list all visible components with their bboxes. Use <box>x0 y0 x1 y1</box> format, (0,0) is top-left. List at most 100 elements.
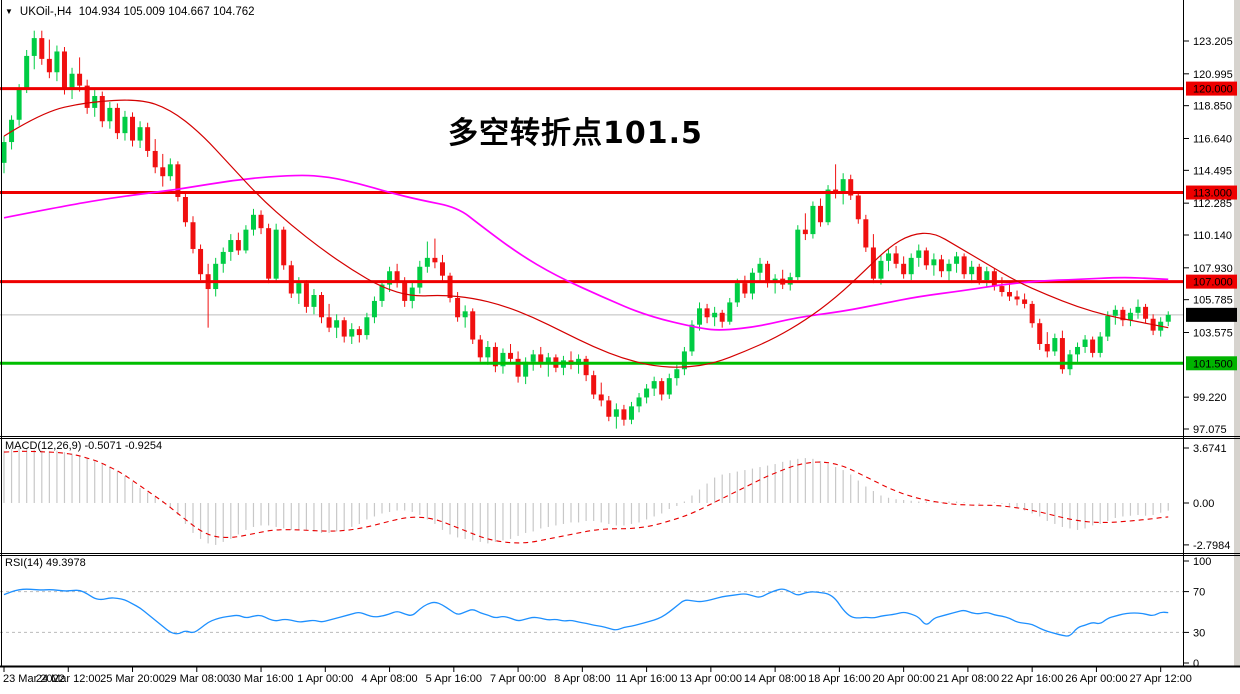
symbol-timeframe-label: UKOil-,H4 <box>19 6 72 18</box>
bull-candle <box>681 351 687 370</box>
bear-candle <box>281 229 287 266</box>
bull-candle <box>666 378 672 395</box>
bear-candle <box>130 116 136 141</box>
time-tick-label: 26 Apr 00:00 <box>1065 673 1127 685</box>
time-tick-label: 30 Mar 16:00 <box>229 673 294 685</box>
bear-candle <box>447 275 453 298</box>
price-badge-label: 101.500 <box>1193 358 1233 370</box>
chevron-down-icon[interactable]: ▼ <box>5 7 13 16</box>
bear-candle <box>1143 306 1149 319</box>
bull-candle <box>500 352 506 367</box>
bear-candle <box>598 394 604 401</box>
rsi-tick-label: 0 <box>1193 658 1199 670</box>
bull-candle <box>886 253 892 261</box>
price-badge-label: 107.000 <box>1193 277 1233 289</box>
bear-candle <box>477 339 483 358</box>
bull-candle <box>697 308 703 325</box>
bull-candle <box>122 116 128 134</box>
bull-candle <box>409 287 415 301</box>
bear-candle <box>863 219 869 248</box>
time-tick-label: 29 Mar 08:00 <box>164 673 229 685</box>
bull-candle <box>825 189 831 223</box>
price-tick-label: 110.140 <box>1193 230 1232 242</box>
time-tick-label: 18 Apr 16:00 <box>808 673 870 685</box>
bear-candle <box>432 257 438 263</box>
bear-candle <box>938 259 944 272</box>
bear-candle <box>1059 338 1065 370</box>
price-tick-label: 99.220 <box>1193 392 1227 404</box>
price-tick-label: 103.575 <box>1193 327 1233 339</box>
price-badge-107.000 <box>1186 274 1237 289</box>
bear-candle <box>719 312 725 322</box>
bull-candle <box>311 294 317 307</box>
time-tick-label: 20 Apr 00:00 <box>872 673 934 685</box>
bull-candle <box>628 406 634 420</box>
price-tick-label: 105.785 <box>1193 295 1233 307</box>
bull-candle <box>379 284 385 301</box>
bull-candle <box>1127 312 1133 321</box>
bull-candle <box>651 381 657 389</box>
bear-candle <box>394 271 400 282</box>
bull-candle <box>1082 339 1088 347</box>
bear-candle <box>508 352 514 359</box>
price-tick-label: 107.930 <box>1193 263 1233 275</box>
price-tick-label: 114.495 <box>1193 165 1232 177</box>
bull-candle <box>984 271 990 281</box>
time-tick-label: 13 Apr 00:00 <box>680 673 742 685</box>
bull-candle <box>424 257 430 267</box>
bear-candle <box>319 294 325 318</box>
bull-candle <box>417 266 423 288</box>
bear-candle <box>326 317 332 328</box>
time-tick-label: 23 Mar 2022 <box>3 673 65 685</box>
bull-candle <box>795 229 801 278</box>
bear-candle <box>659 381 665 395</box>
bull-candle <box>727 302 733 322</box>
bear-candle <box>621 409 627 420</box>
time-axis[interactable] <box>0 666 1240 694</box>
time-tick-label: 8 Apr 08:00 <box>554 673 610 685</box>
macd-signal-line <box>3 450 1169 544</box>
bear-candle <box>182 196 188 223</box>
bear-candle <box>1044 343 1050 352</box>
macd-pane <box>3 448 1169 545</box>
bull-candle <box>1097 336 1103 353</box>
bear-candle <box>258 214 264 229</box>
bear-candle <box>303 283 309 307</box>
bull-candle <box>243 229 249 251</box>
bull-candle <box>840 179 846 193</box>
bull-candle <box>16 88 22 120</box>
bear-candle <box>515 358 521 377</box>
time-tick-label: 24 Mar 12:00 <box>36 673 101 685</box>
bull-candle <box>107 107 113 122</box>
price-axis[interactable] <box>1183 0 1234 666</box>
bull-candle <box>644 388 650 398</box>
time-tick-label: 21 Apr 08:00 <box>937 673 999 685</box>
bear-candle <box>591 375 597 395</box>
time-tick-label: 22 Apr 16:00 <box>1001 673 1063 685</box>
bear-candle <box>1006 292 1012 297</box>
trend-turning-point-annotation: 多空转折点101.5 <box>448 116 703 151</box>
bear-candle <box>923 250 929 266</box>
bull-candle <box>810 205 816 235</box>
bear-candle <box>606 400 612 417</box>
indicator-axis-labels: 3.6741 0.00 -2.7984 100 70 30 0 <box>1183 443 1230 670</box>
bull-candle <box>24 55 30 89</box>
bear-candle <box>61 51 67 89</box>
bear-candle <box>145 127 151 151</box>
bear-candle <box>190 222 196 249</box>
bull-candle <box>523 361 529 377</box>
bear-candle <box>901 263 907 275</box>
time-tick-label: 7 Apr 00:00 <box>490 673 546 685</box>
bear-candle <box>235 240 241 251</box>
ma-slow-magenta-line <box>3 174 1169 331</box>
bear-candle <box>39 38 45 59</box>
bear-candle <box>152 150 158 168</box>
bear-candle <box>1022 299 1028 304</box>
bull-candle <box>636 397 642 407</box>
bull-candle <box>689 324 695 352</box>
rsi-tick-label: 100 <box>1193 556 1211 568</box>
bull-candle <box>712 312 718 318</box>
